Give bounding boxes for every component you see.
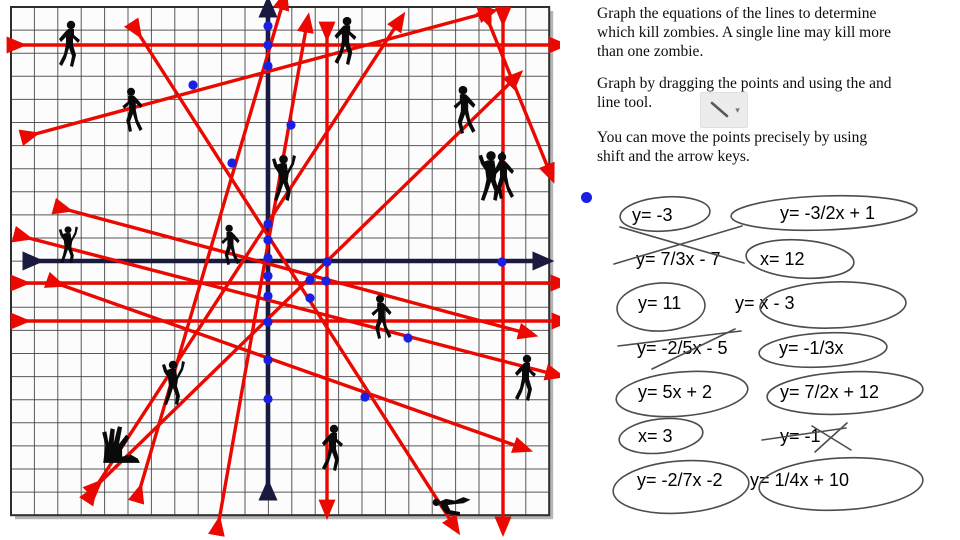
drag-point[interactable] [263, 235, 273, 245]
instructions-paragraph-1: Graph the equations of the lines to dete… [597, 5, 892, 61]
equation-label: y= 7/2x + 12 [780, 382, 880, 402]
drag-point[interactable] [581, 192, 592, 203]
equation-label: y= -2/5x - 5 [637, 338, 728, 358]
drag-point[interactable] [263, 219, 273, 229]
equation-label: x= 12 [760, 249, 805, 269]
drag-point[interactable] [403, 333, 413, 343]
drag-point[interactable] [263, 355, 273, 365]
chevron-down-icon: ▾ [735, 104, 740, 115]
instructions-paragraph-3: You can move the points precisely by usi… [597, 129, 868, 166]
drag-point[interactable] [263, 253, 273, 263]
line-tool-button[interactable]: ▾ [700, 92, 748, 128]
instructions-paragraph-2: Graph by dragging the points and using t… [597, 75, 892, 112]
equation-label: y= -1/3x [779, 338, 844, 358]
equation-label: y= x - 3 [735, 293, 795, 313]
drag-point[interactable] [263, 40, 273, 50]
drag-point[interactable] [227, 158, 237, 168]
line-tool-icon [710, 101, 729, 118]
equation-label: y= -3/2x + 1 [780, 203, 876, 223]
drag-point[interactable] [263, 61, 273, 71]
drag-point[interactable] [497, 257, 507, 267]
drag-point[interactable] [322, 257, 332, 267]
coordinate-graph [6, 0, 560, 537]
drag-point[interactable] [188, 80, 198, 90]
drag-point[interactable] [305, 275, 315, 285]
equation-label: y= 5x + 2 [638, 382, 713, 402]
drag-point[interactable] [360, 392, 370, 402]
equation-label: y= 11 [638, 293, 682, 313]
equation-label: y= 1/4x + 10 [750, 470, 850, 490]
equation-label: y= -3 [632, 205, 673, 225]
graph-line[interactable] [208, 12, 314, 537]
equation-label: y= -1 [780, 426, 821, 446]
drag-point[interactable] [263, 291, 273, 301]
equation-label: y= -2/7x -2 [637, 470, 723, 490]
drag-point[interactable] [321, 276, 331, 286]
drag-point[interactable] [286, 120, 296, 130]
drag-point[interactable] [263, 394, 273, 404]
graph-line[interactable] [475, 6, 555, 184]
drag-point[interactable] [263, 271, 273, 281]
drag-point[interactable] [305, 293, 315, 303]
drag-point[interactable] [263, 21, 273, 31]
drag-point[interactable] [263, 317, 273, 327]
equation-label: x= 3 [638, 426, 673, 446]
equation-label: y= 7/3x - 7 [636, 249, 721, 269]
